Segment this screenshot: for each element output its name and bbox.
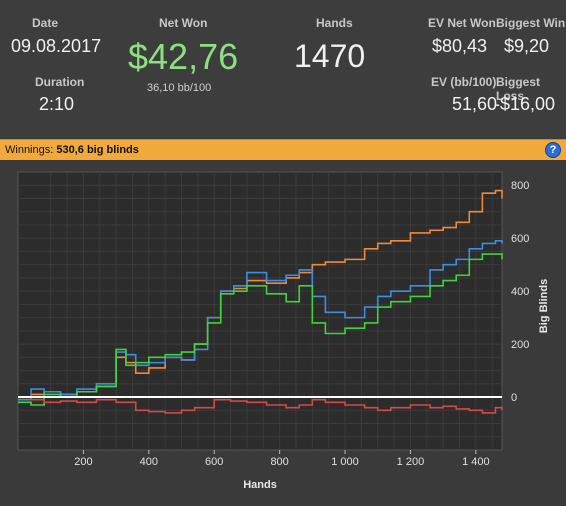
hands-value: 1470 [294, 38, 366, 74]
y-tick-label: 0 [511, 392, 517, 404]
date-value: 09.08.2017 [11, 36, 102, 56]
biggest-loss-value: -$16,00 [494, 94, 556, 114]
duration-label: Duration [35, 75, 85, 89]
biggest-win-label: Biggest Win [496, 16, 566, 30]
y-tick-label: 600 [511, 233, 529, 245]
net-won-label: Net Won [159, 16, 208, 30]
series-line-red [18, 396, 503, 414]
duration-value: 2:10 [39, 94, 75, 114]
series-line-green [18, 253, 503, 406]
hands-label: Hands [316, 16, 353, 30]
winnings-value: 530,6 big blinds [56, 144, 139, 156]
x-tick-label: 200 [74, 456, 92, 468]
x-tick-label: 1 400 [462, 456, 490, 468]
ev-net-won-value: $80,43 [432, 36, 488, 56]
x-tick-label: 1 000 [331, 456, 359, 468]
biggest-loss-label: Biggest Loss [496, 75, 541, 103]
net-won-value: $42,76 [128, 36, 239, 77]
chart-svg: 200 400 600 800 1 000 1 200 1 400 0 200 400 600 800… [17, 171, 550, 491]
date-label: Date [32, 16, 59, 30]
x-tick-label: 800 [270, 456, 288, 468]
stats-panel: Date 09.08.2017 Duration 2:10 Net Won $4… [0, 0, 566, 138]
biggest-win-value: $9,20 [504, 36, 550, 56]
ev-net-won-label: EV Net Won [428, 16, 496, 30]
plot-area [17, 171, 503, 451]
y-axis-label: Big Blinds [538, 279, 550, 333]
ev-bb100-label: EV (bb/100) [431, 75, 497, 89]
y-tick-label: 800 [511, 180, 529, 192]
x-tick-label: 1 200 [397, 456, 425, 468]
y-tick-label: 200 [511, 339, 529, 351]
winnings-text: Winnings: 530,6 big blinds [5, 140, 139, 160]
question-circle-icon[interactable]: ? [545, 142, 561, 158]
net-won-subtext: 36,10 bb/100 [147, 82, 212, 94]
y-tick-label: 400 [511, 286, 529, 298]
ev-bb100-value: 51,60 [452, 94, 498, 114]
winnings-bar: Winnings: 530,6 big blinds ? [0, 139, 566, 161]
winnings-prefix: Winnings: [5, 144, 54, 156]
x-tick-label: 600 [205, 456, 223, 468]
x-axis-label: Hands [243, 479, 277, 491]
winnings-chart: 200 400 600 800 1 000 1 200 1 400 0 200 400 600 800… [0, 160, 566, 501]
x-tick-label: 400 [140, 456, 158, 468]
